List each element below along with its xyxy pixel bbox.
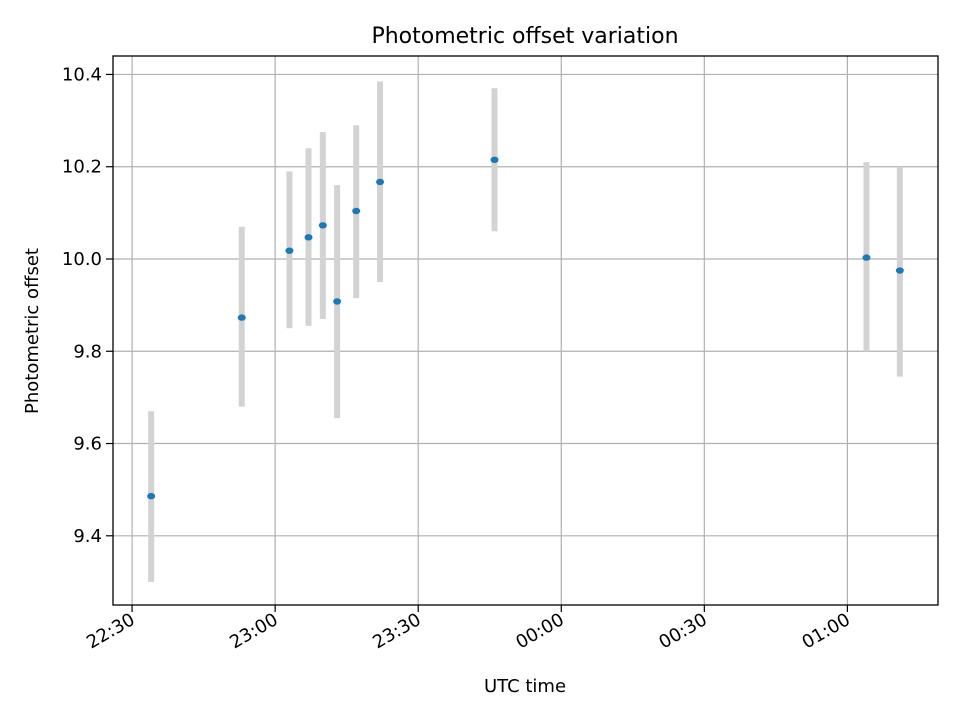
data-point	[352, 207, 361, 215]
y-tick-label: 9.4	[73, 526, 102, 547]
data-point	[862, 254, 871, 261]
x-tick-label: 23:00	[226, 609, 281, 653]
data-point	[237, 314, 246, 321]
data-point	[490, 156, 499, 164]
error-bars	[148, 81, 903, 582]
x-ticks: 22:30 23:00 23:30 00:00 00:30 01:00	[83, 605, 854, 653]
plot-frame	[112, 55, 939, 606]
x-tick-label: 00:00	[512, 609, 567, 653]
x-tick-label: 23:30	[369, 609, 424, 653]
data-point	[333, 298, 342, 305]
x-tick-label: 22:30	[83, 609, 138, 653]
data-point	[895, 267, 904, 274]
y-axis-label: Photometric offset	[22, 248, 43, 414]
x-tick-label: 01:00	[798, 609, 853, 653]
x-axis-label: UTC time	[484, 676, 566, 697]
data-point	[318, 222, 327, 229]
data-points	[147, 156, 904, 500]
y-tick-label: 9.6	[73, 434, 102, 455]
data-point	[285, 247, 294, 254]
y-tick-label: 10.2	[62, 157, 102, 178]
y-tick-label: 9.8	[73, 341, 102, 362]
y-ticks: 9.4 9.6 9.8 10.0 10.2 10.4	[62, 64, 113, 547]
chart-title: Photometric offset variation	[371, 24, 678, 49]
grid	[113, 56, 938, 605]
data-point	[304, 234, 313, 241]
y-tick-label: 10.0	[62, 249, 102, 270]
y-tick-label: 10.4	[62, 64, 102, 85]
data-point	[376, 178, 385, 186]
x-tick-label: 00:30	[655, 609, 710, 653]
data-point	[147, 492, 156, 500]
